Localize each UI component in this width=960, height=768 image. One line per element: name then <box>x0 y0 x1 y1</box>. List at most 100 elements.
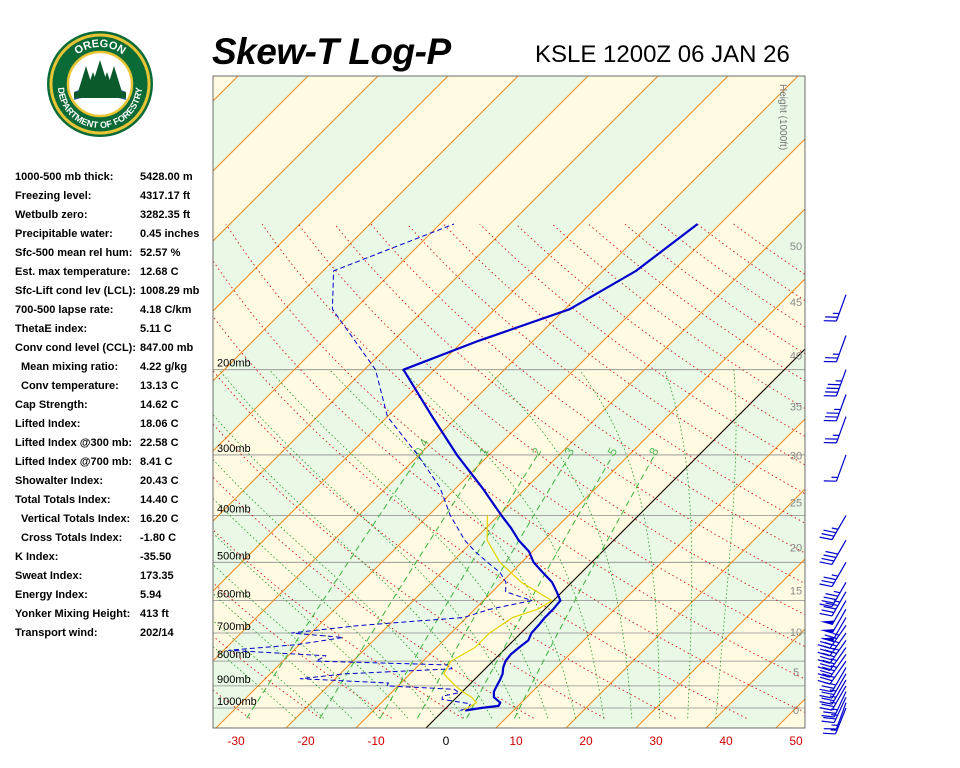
stat-value: 0.45 inches <box>140 228 200 240</box>
pressure-label: 1000mb <box>217 696 257 708</box>
moist-adiabat-line <box>213 592 352 719</box>
pressure-labels: 200mb 300mb 400mb 500mb 600mb 700mb 800mb 900mb… <box>217 358 257 708</box>
isotherm-line <box>215 138 805 728</box>
wind-barb-flag <box>819 688 833 693</box>
wind-barb-staff <box>835 369 847 397</box>
height-tick-label: 35 <box>790 401 802 413</box>
stat-row: Sfc-Lift cond lev (LCL): 1008.29 mb <box>15 282 215 301</box>
wind-barb-flag <box>819 561 833 566</box>
stat-row: Mean mixing ratio: 4.22 g/kg <box>15 358 215 377</box>
stat-row: ThetaE index: 5.11 C <box>15 320 215 339</box>
wind-barb <box>817 625 847 649</box>
stat-value: 52.57 % <box>140 247 181 259</box>
temperature-tick-label: 0 <box>443 734 450 748</box>
wind-barb-flag <box>819 707 833 711</box>
wind-barb <box>819 679 847 705</box>
stat-label: Cap Strength: <box>15 399 88 411</box>
stat-row: Vertical Totals Index: 16.20 C <box>15 510 215 529</box>
svg-text:OREGON: OREGON <box>72 38 127 57</box>
wind-barb-flag <box>819 603 833 608</box>
isotherm-line <box>355 278 805 728</box>
wind-barb-half-flag <box>830 729 838 731</box>
wind-barb <box>823 369 847 397</box>
wind-barb <box>821 696 847 724</box>
grid-lines <box>213 76 805 728</box>
pressure-label: 800mb <box>217 649 251 661</box>
moist-adiabat-line <box>579 369 661 719</box>
stat-value: 8.41 C <box>140 456 173 468</box>
wind-barb <box>820 608 847 634</box>
height-tick-label: 45 <box>790 297 802 309</box>
stat-row: Freezing level: 4317.17 ft <box>15 187 215 206</box>
stat-label: Freezing level: <box>15 190 92 202</box>
wind-barb-flag <box>821 714 835 718</box>
mixing-ratio-line <box>379 454 539 719</box>
dry-adiabat-line <box>334 223 805 585</box>
wind-barb-flag <box>823 395 837 397</box>
wind-barb-flag <box>819 612 833 617</box>
zero-isotherm-line <box>425 348 805 728</box>
wind-barb-half-flag <box>830 665 837 669</box>
stat-label: Energy Index: <box>15 589 88 601</box>
stat-value: 4.22 g/kg <box>140 361 188 373</box>
oregon-department-of-forestry-logo: OREGON DEPARTMENT OF FORESTRY <box>47 31 153 137</box>
wind-barb <box>817 654 847 678</box>
wind-barb-staff <box>835 335 847 363</box>
isotherm-line <box>565 488 805 728</box>
wind-barb-flag <box>825 357 838 359</box>
wind-barb-flag <box>827 383 841 386</box>
stat-label: Sfc-Lift cond lev (LCL): <box>15 285 136 297</box>
wind-barb-staff <box>831 685 847 711</box>
stat-label: Est. max temperature: <box>15 266 131 278</box>
stat-label: Showalter Index: <box>15 475 104 487</box>
wind-barb-staff <box>831 679 847 705</box>
wind-barb-flag <box>823 711 836 714</box>
dry-adiabat-line <box>213 370 676 719</box>
wind-barb-flag <box>825 593 839 597</box>
moist-adiabat-line <box>664 369 693 719</box>
wind-barb-staff <box>835 416 847 444</box>
wind-barb-flag <box>823 576 837 581</box>
moist-adiabat-line <box>213 532 409 719</box>
height-tick-label: 20 <box>790 542 802 554</box>
dry-adiabat-line <box>213 689 250 719</box>
isotherm-band <box>213 76 805 728</box>
wind-barb-staff <box>833 691 847 718</box>
height-axis-label: Height (1000ft) <box>777 84 788 150</box>
stat-value: 3282.35 ft <box>140 209 191 221</box>
wind-barb-flag <box>823 360 837 363</box>
wind-barb-half-flag <box>832 353 840 355</box>
stat-row: Sweat Index: 173.35 <box>15 567 215 586</box>
stat-row: Sfc-500 mean rel hum: 52.57 % <box>15 244 215 263</box>
pressure-label: 700mb <box>217 621 251 633</box>
stat-label: K Index: <box>15 551 59 563</box>
isotherm-band <box>846 76 960 728</box>
stat-label: Total Totals Index: <box>15 494 111 506</box>
stat-value: 202/14 <box>140 627 174 639</box>
wind-barb-pennant <box>820 620 835 625</box>
wind-barb-flag <box>819 655 833 661</box>
isotherm-band <box>0 76 168 728</box>
wind-barb-staff <box>829 660 847 685</box>
wind-barb <box>819 515 847 541</box>
temperature-tick-label: 30 <box>649 734 663 748</box>
wind-barb-half-flag <box>831 724 838 726</box>
wind-barb-flag <box>819 662 833 668</box>
wind-barb-flag <box>826 387 840 390</box>
wind-barb-flag <box>821 609 835 614</box>
wind-barb-half-flag <box>830 658 837 662</box>
sounding-series <box>228 223 699 712</box>
wind-barb-flag <box>821 720 835 724</box>
wind-barb-flag <box>823 441 837 444</box>
stat-value: 20.43 C <box>140 475 179 487</box>
wind-barb-flag <box>817 673 831 678</box>
wind-barb-flag <box>821 557 835 562</box>
isotherm-line <box>213 76 239 102</box>
wind-barb-flag <box>825 550 839 555</box>
wind-barb-half-flag <box>831 714 838 716</box>
wind-barb-staff <box>829 632 847 657</box>
wind-barb-flag <box>822 659 835 665</box>
stat-value: 4.18 C/km <box>140 304 192 316</box>
wind-barb-flag <box>821 685 835 689</box>
stat-value: 5428.00 m <box>140 171 193 183</box>
